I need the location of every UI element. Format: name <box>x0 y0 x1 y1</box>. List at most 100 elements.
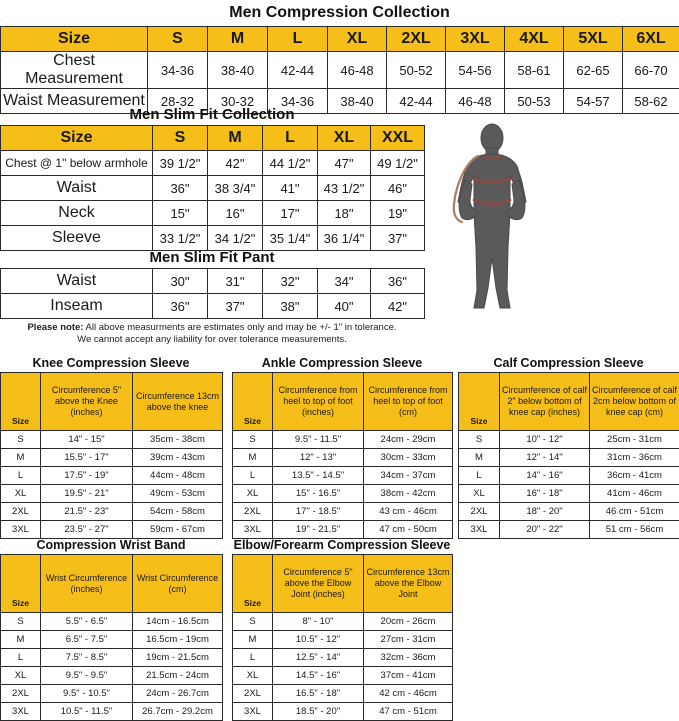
column-header-s: S <box>153 126 208 151</box>
cell: 44 1/2" <box>263 151 318 176</box>
cell-size: S <box>459 431 500 449</box>
column-header-inches: Circumference 5" above the Elbow Joint (… <box>273 555 364 613</box>
cell-inches: 12" - 14" <box>500 449 590 467</box>
column-header-inches: Circumference 5" above the Knee (inches) <box>41 373 133 431</box>
row-label: Chest @ 1" below armhole <box>1 151 153 176</box>
cell: 35 1/4" <box>263 226 318 251</box>
column-header-l: L <box>268 27 328 52</box>
cell-size: L <box>1 649 41 667</box>
cell-size: 3XL <box>233 521 273 539</box>
cell-inches: 7.5" - 8.5" <box>41 649 133 667</box>
cell-cm: 24cm - 29cm <box>364 431 453 449</box>
cell: 19" <box>371 201 425 226</box>
cell-inches: 21.5" - 23" <box>41 503 133 521</box>
cell: 36" <box>153 294 208 319</box>
cell-cm: 34cm - 37cm <box>364 467 453 485</box>
cell-inches: 19" - 21.5" <box>273 521 364 539</box>
row-label: Neck <box>1 201 153 226</box>
cell-inches: 12.5" - 14" <box>273 649 364 667</box>
cell: 36 1/4" <box>318 226 371 251</box>
cell: 66-70 <box>623 52 679 89</box>
cell-size: M <box>1 631 41 649</box>
cell-cm: 21.5cm - 24cm <box>133 667 223 685</box>
cell: 47" <box>318 151 371 176</box>
cell-size: S <box>233 431 273 449</box>
cell-size: L <box>1 467 41 485</box>
cell-size: L <box>233 649 273 667</box>
cell: 34" <box>318 269 371 294</box>
cell-cm: 24cm - 26.7cm <box>133 685 223 703</box>
note-bold-prefix: Please note: <box>27 322 83 333</box>
cell: 33 1/2" <box>153 226 208 251</box>
cell-size: XL <box>459 485 500 503</box>
compression-collection-title: Men Compression Collection <box>0 4 679 22</box>
cell-cm: 43 cm - 46cm <box>364 503 453 521</box>
cell-size: 2XL <box>1 685 41 703</box>
cell-size: 2XL <box>233 503 273 521</box>
cell: 38-40 <box>208 52 268 89</box>
column-header-size: Size <box>459 373 500 431</box>
table-header-row: Size S M L XL 2XL 3XL 4XL 5XL 6XL <box>1 27 679 52</box>
column-header-s: S <box>148 27 208 52</box>
table-row: Chest @ 1" below armhole 39 1/2" 42" 44 … <box>1 151 425 176</box>
column-header-cm: Wrist Circumference (cm) <box>133 555 223 613</box>
cell-inches: 5.5" - 6.5" <box>41 613 133 631</box>
cell-cm: 30cm - 33cm <box>364 449 453 467</box>
cell: 62-65 <box>564 52 623 89</box>
cell: 42" <box>208 151 263 176</box>
cell-inches: 23.5" - 27" <box>41 521 133 539</box>
column-header-m: M <box>208 126 263 151</box>
cell: 37" <box>371 226 425 251</box>
cell: 58-61 <box>505 52 564 89</box>
cell: 36" <box>153 176 208 201</box>
cell: 36" <box>371 269 425 294</box>
cell-size: 3XL <box>1 703 41 721</box>
knee-sleeve-title: Knee Compression Sleeve <box>0 356 222 370</box>
compression-collection-table: Size S M L XL 2XL 3XL 4XL 5XL 6XL Chest … <box>0 26 679 114</box>
cell-cm: 44cm - 48cm <box>133 467 223 485</box>
cell-size: XL <box>233 667 273 685</box>
column-header-size: Size <box>1 555 41 613</box>
slim-fit-collection-title: Men Slim Fit Collection <box>0 106 424 123</box>
cell-size: M <box>233 631 273 649</box>
table-header-row: Size S M L XL XXL <box>1 126 425 151</box>
cell-cm: 46 cm - 51cm <box>590 503 679 521</box>
cell-inches: 16" - 18" <box>500 485 590 503</box>
cell-inches: 18.5" - 20" <box>273 703 364 721</box>
cell-cm: 42 cm - 46cm <box>364 685 453 703</box>
column-header-xl: XL <box>328 27 387 52</box>
cell-size: 3XL <box>233 703 273 721</box>
cell: 18" <box>318 201 371 226</box>
column-header-m: M <box>208 27 268 52</box>
cell-size: M <box>233 449 273 467</box>
cell-size: 2XL <box>1 503 41 521</box>
cell-inches: 15.5" - 17" <box>41 449 133 467</box>
calf-sleeve-title: Calf Compression Sleeve <box>458 356 679 370</box>
row-label: Waist <box>1 176 153 201</box>
cell-size: S <box>1 431 41 449</box>
cell-cm: 47 cm - 50cm <box>364 521 453 539</box>
column-header-size: Size <box>1 126 153 151</box>
cell-size: S <box>1 613 41 631</box>
cell: 40" <box>318 294 371 319</box>
cell: 54-57 <box>564 89 623 114</box>
cell: 34-36 <box>148 52 208 89</box>
cell-inches: 9.5" - 9.5" <box>41 667 133 685</box>
cell: 42" <box>371 294 425 319</box>
cell-cm: 31cm - 36cm <box>590 449 679 467</box>
cell-inches: 14" - 16" <box>500 467 590 485</box>
table-header-row: Size Circumference from heel to top of f… <box>233 373 453 431</box>
column-header-6xl: 6XL <box>623 27 679 52</box>
